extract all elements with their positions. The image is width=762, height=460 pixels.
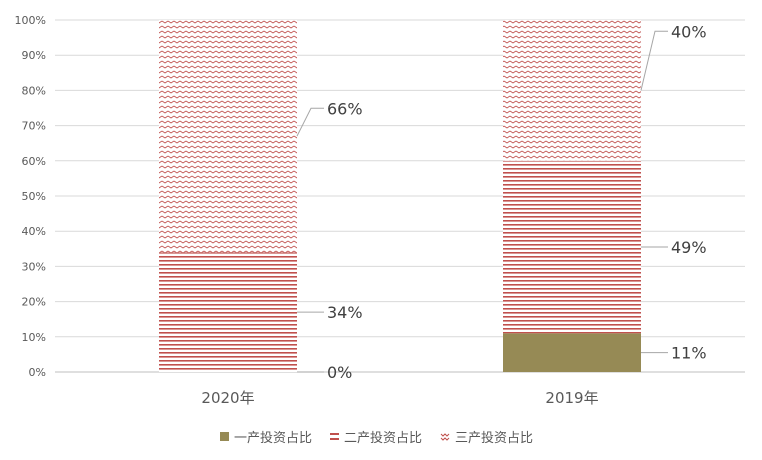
bar-segment xyxy=(503,20,641,161)
bar-segment xyxy=(159,20,297,253)
legend-swatch xyxy=(440,437,450,441)
legend-swatch xyxy=(220,432,229,441)
leader-line xyxy=(640,30,668,91)
legend-label: 三产投资占比 xyxy=(455,430,533,446)
legend: 一产投资占比 二产投资占比 三产投资占比 xyxy=(220,430,533,446)
legend-swatch xyxy=(440,433,450,437)
legend-swatch xyxy=(330,438,339,440)
bar-segment xyxy=(503,160,641,334)
leader-lines xyxy=(296,30,668,373)
y-axis-ticks: 0% 10% 20% 30% 40% 50% 60% 70% 80% 90% 100% xyxy=(15,14,46,379)
y-tick-label: 0% xyxy=(29,366,46,379)
y-tick-label: 90% xyxy=(22,49,46,62)
y-tick-label: 40% xyxy=(22,225,46,238)
data-label: 34% xyxy=(327,303,363,322)
x-category-label: 2019年 xyxy=(545,389,598,407)
y-tick-label: 70% xyxy=(22,120,46,133)
y-tick-label: 50% xyxy=(22,190,46,203)
bar-segment xyxy=(503,333,641,372)
data-label: 11% xyxy=(671,344,707,363)
data-labels: 0% 34% 66% 11% 49% 40% xyxy=(327,22,707,382)
bars xyxy=(159,20,641,372)
x-axis-categories: 2020年 2019年 xyxy=(201,389,598,407)
legend-label: 二产投资占比 xyxy=(344,430,422,446)
y-tick-label: 20% xyxy=(22,296,46,309)
y-tick-label: 80% xyxy=(22,84,46,97)
data-label: 49% xyxy=(671,238,707,257)
legend-swatch xyxy=(330,433,339,435)
y-tick-label: 100% xyxy=(15,14,46,27)
data-label: 66% xyxy=(327,99,363,118)
y-tick-label: 30% xyxy=(22,260,46,273)
x-category-label: 2020年 xyxy=(201,389,254,407)
legend-label: 一产投资占比 xyxy=(234,430,312,446)
y-tick-label: 60% xyxy=(22,155,46,168)
leader-line xyxy=(296,107,324,137)
data-label: 0% xyxy=(327,363,352,382)
bar-segment xyxy=(159,252,297,372)
data-label: 40% xyxy=(671,22,707,41)
gridlines xyxy=(55,19,745,373)
y-tick-label: 10% xyxy=(22,331,46,344)
